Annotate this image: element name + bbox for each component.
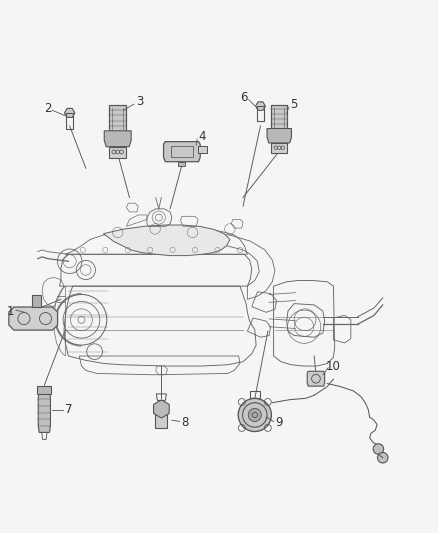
Text: 4: 4: [199, 130, 206, 143]
Polygon shape: [163, 142, 200, 161]
Text: 7: 7: [65, 403, 72, 416]
Polygon shape: [256, 102, 265, 110]
Polygon shape: [104, 131, 131, 147]
Polygon shape: [272, 143, 287, 153]
Polygon shape: [32, 295, 40, 307]
Polygon shape: [103, 225, 230, 256]
Text: 6: 6: [240, 91, 248, 103]
Polygon shape: [38, 393, 50, 432]
Circle shape: [373, 444, 384, 454]
Text: 3: 3: [136, 95, 143, 108]
Text: 9: 9: [276, 416, 283, 429]
Polygon shape: [178, 161, 185, 166]
Polygon shape: [307, 372, 325, 386]
Text: 5: 5: [290, 98, 298, 110]
Bar: [171, 147, 193, 157]
Text: 8: 8: [181, 416, 189, 429]
Polygon shape: [109, 105, 126, 132]
Polygon shape: [37, 386, 51, 394]
Text: 1: 1: [7, 304, 14, 318]
Circle shape: [238, 398, 272, 432]
Polygon shape: [267, 128, 291, 143]
Polygon shape: [64, 108, 75, 117]
Polygon shape: [109, 147, 126, 158]
Text: 10: 10: [326, 360, 341, 373]
Polygon shape: [198, 146, 207, 153]
Circle shape: [248, 408, 261, 422]
Polygon shape: [154, 400, 169, 418]
Polygon shape: [272, 105, 287, 130]
Text: 2: 2: [44, 102, 52, 115]
Polygon shape: [155, 409, 167, 427]
Polygon shape: [9, 307, 57, 330]
Circle shape: [378, 453, 388, 463]
